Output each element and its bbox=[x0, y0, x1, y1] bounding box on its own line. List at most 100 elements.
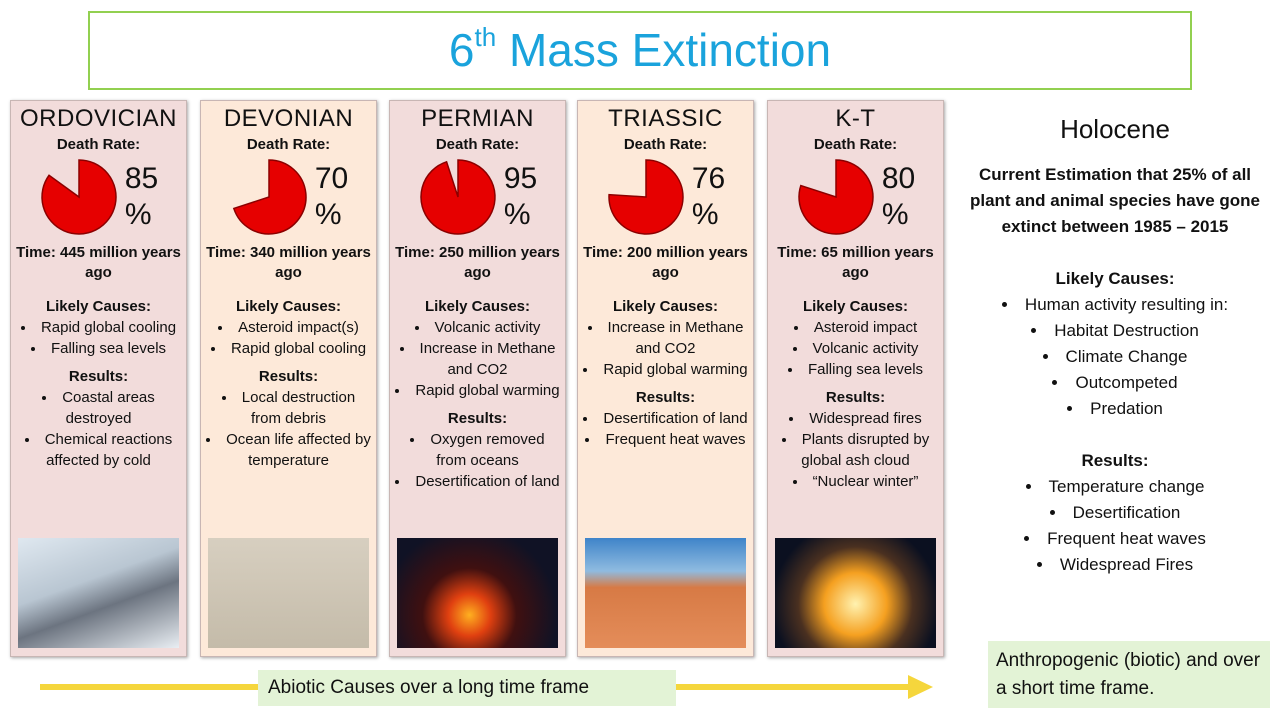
results-list: Coastal areas destroyedChemical reaction… bbox=[15, 387, 182, 471]
period-column: DEVONIAN Death Rate: 70% Time: 340 million … bbox=[200, 100, 377, 657]
death-rate-label: Death Rate: bbox=[246, 136, 331, 153]
pie bbox=[41, 159, 117, 235]
list-item: Widespread fires bbox=[772, 408, 939, 429]
list-item: Oxygen removed from oceans bbox=[394, 429, 561, 471]
death-rate-unit: % bbox=[503, 198, 531, 231]
death-rate-label: Death Rate: bbox=[623, 136, 708, 153]
list-item: Frequent heat waves bbox=[582, 429, 749, 450]
list-item: Coastal areas destroyed bbox=[15, 387, 182, 429]
list-item: Plants disrupted by global ash cloud bbox=[772, 429, 939, 471]
list-item: Rapid global warming bbox=[582, 359, 749, 380]
period-name: PERMIAN bbox=[421, 105, 534, 132]
pie bbox=[798, 159, 874, 235]
list-item: Habitat Destruction bbox=[960, 318, 1270, 344]
death-rate-number: 95 bbox=[503, 162, 538, 195]
results-list: Widespread firesPlants disrupted by glob… bbox=[772, 408, 939, 492]
causes-heading: Likely Causes: bbox=[1055, 269, 1175, 288]
results-heading: Results: bbox=[258, 368, 319, 385]
results-heading: Results: bbox=[1081, 451, 1149, 470]
list-item: Chemical reactions affected by cold bbox=[15, 429, 182, 471]
title-number: 6 bbox=[448, 24, 475, 76]
list-item: “Nuclear winter” bbox=[772, 471, 939, 492]
causes-list: Volcanic activityIncrease in Methane and… bbox=[394, 317, 561, 401]
list-item: Rapid global cooling bbox=[15, 317, 182, 338]
results-heading: Results: bbox=[635, 389, 696, 406]
sub-causes-list: Habitat DestructionClimate ChangeOutcomp… bbox=[960, 318, 1270, 422]
causes-heading: Likely Causes: bbox=[802, 298, 909, 315]
title-box: 6th Mass Extinction bbox=[88, 11, 1192, 90]
list-item: Climate Change bbox=[960, 344, 1270, 370]
causes-list: Asteroid impact(s)Rapid global cooling bbox=[205, 317, 372, 359]
list-item: Temperature change bbox=[960, 474, 1270, 500]
death-rate-unit: % bbox=[124, 198, 152, 231]
causes-heading: Likely Causes: bbox=[424, 298, 531, 315]
list-item: Local destruction from debris bbox=[205, 387, 372, 429]
period-column: K-T Death Rate: 80% Time: 65 million years … bbox=[767, 100, 944, 657]
list-item: Desertification bbox=[960, 500, 1270, 526]
death-rate-value: 76% bbox=[692, 161, 725, 233]
causes-list: Increase in Methane and CO2Rapid global … bbox=[582, 317, 749, 380]
death-rate-row: 70% bbox=[205, 157, 372, 237]
death-rate-row: 76% bbox=[582, 157, 749, 237]
period-name: ORDOVICIAN bbox=[19, 105, 177, 132]
period-column: ORDOVICIAN Death Rate: 85% Time: 445 millio… bbox=[10, 100, 187, 657]
results-list: Temperature changeDesertificationFrequen… bbox=[960, 474, 1270, 578]
results-list: Oxygen removed from oceansDesertificatio… bbox=[394, 429, 561, 492]
death-rate-label: Death Rate: bbox=[435, 136, 520, 153]
pie bbox=[608, 159, 684, 235]
title-superscript: th bbox=[474, 22, 497, 52]
death-rate-label: Death Rate: bbox=[56, 136, 141, 153]
time: Time: 200 million years ago bbox=[583, 244, 748, 281]
death-rate-value: 95% bbox=[504, 161, 537, 233]
period-name: K-T bbox=[835, 105, 876, 132]
list-item: Ocean life affected by temperature bbox=[205, 429, 372, 471]
pie bbox=[232, 159, 307, 235]
list-item: Asteroid impact(s) bbox=[205, 317, 372, 338]
death-rate-number: 70 bbox=[314, 162, 349, 195]
death-rate-number: 80 bbox=[881, 162, 916, 195]
list-item: Rapid global warming bbox=[394, 380, 561, 401]
holocene: Holocene Current Estimation that 25% of … bbox=[960, 116, 1270, 578]
photo bbox=[18, 538, 179, 648]
death-rate-number: 85 bbox=[124, 162, 159, 195]
causes-heading: Likely Causes: bbox=[235, 298, 342, 315]
pie-slice bbox=[798, 159, 874, 235]
list-item: Falling sea levels bbox=[15, 338, 182, 359]
list-item: Volcanic activity bbox=[394, 317, 561, 338]
death-rate-label: Death Rate: bbox=[813, 136, 898, 153]
results-heading: Results: bbox=[447, 410, 508, 427]
death-rate-value: 85% bbox=[125, 161, 158, 233]
period-column: TRIASSIC Death Rate: 76% Time: 200 million … bbox=[577, 100, 754, 657]
list-item: Human activity resulting in: bbox=[960, 292, 1270, 318]
period-name: TRIASSIC bbox=[608, 105, 723, 132]
list-item: Increase in Methane and CO2 bbox=[582, 317, 749, 359]
estimation: Current Estimation that 25% of all plant… bbox=[969, 165, 1261, 236]
pie-slice bbox=[420, 159, 496, 235]
period-column: PERMIAN Death Rate: 95% Time: 250 million y… bbox=[389, 100, 566, 657]
results-heading: Results: bbox=[825, 389, 886, 406]
list-item: Rapid global cooling bbox=[205, 338, 372, 359]
time: Time: 250 million years ago bbox=[395, 244, 560, 281]
anthropogenic-box: Anthropogenic (biotic) and over a short … bbox=[988, 641, 1270, 708]
time: Time: 65 million years ago bbox=[777, 244, 934, 281]
title-text: Mass Extinction bbox=[508, 24, 832, 76]
pie bbox=[420, 159, 496, 235]
pie-slice bbox=[232, 159, 307, 235]
list-item: Desertification of land bbox=[394, 471, 561, 492]
death-rate-value: 80% bbox=[882, 161, 915, 233]
list-item: Volcanic activity bbox=[772, 338, 939, 359]
death-rate-row: 85% bbox=[15, 157, 182, 237]
pie-slice bbox=[608, 159, 684, 235]
causes-list: Asteroid impactVolcanic activityFalling … bbox=[772, 317, 939, 380]
death-rate-number: 76 bbox=[691, 162, 726, 195]
death-rate-row: 95% bbox=[394, 157, 561, 237]
death-rate-value: 70% bbox=[315, 161, 348, 233]
list-item: Predation bbox=[960, 396, 1270, 422]
holocene-title: Holocene bbox=[1060, 114, 1170, 144]
list-item: Frequent heat waves bbox=[960, 526, 1270, 552]
photo bbox=[208, 538, 369, 648]
list-item: Increase in Methane and CO2 bbox=[394, 338, 561, 380]
list-item: Outcompeted bbox=[960, 370, 1270, 396]
